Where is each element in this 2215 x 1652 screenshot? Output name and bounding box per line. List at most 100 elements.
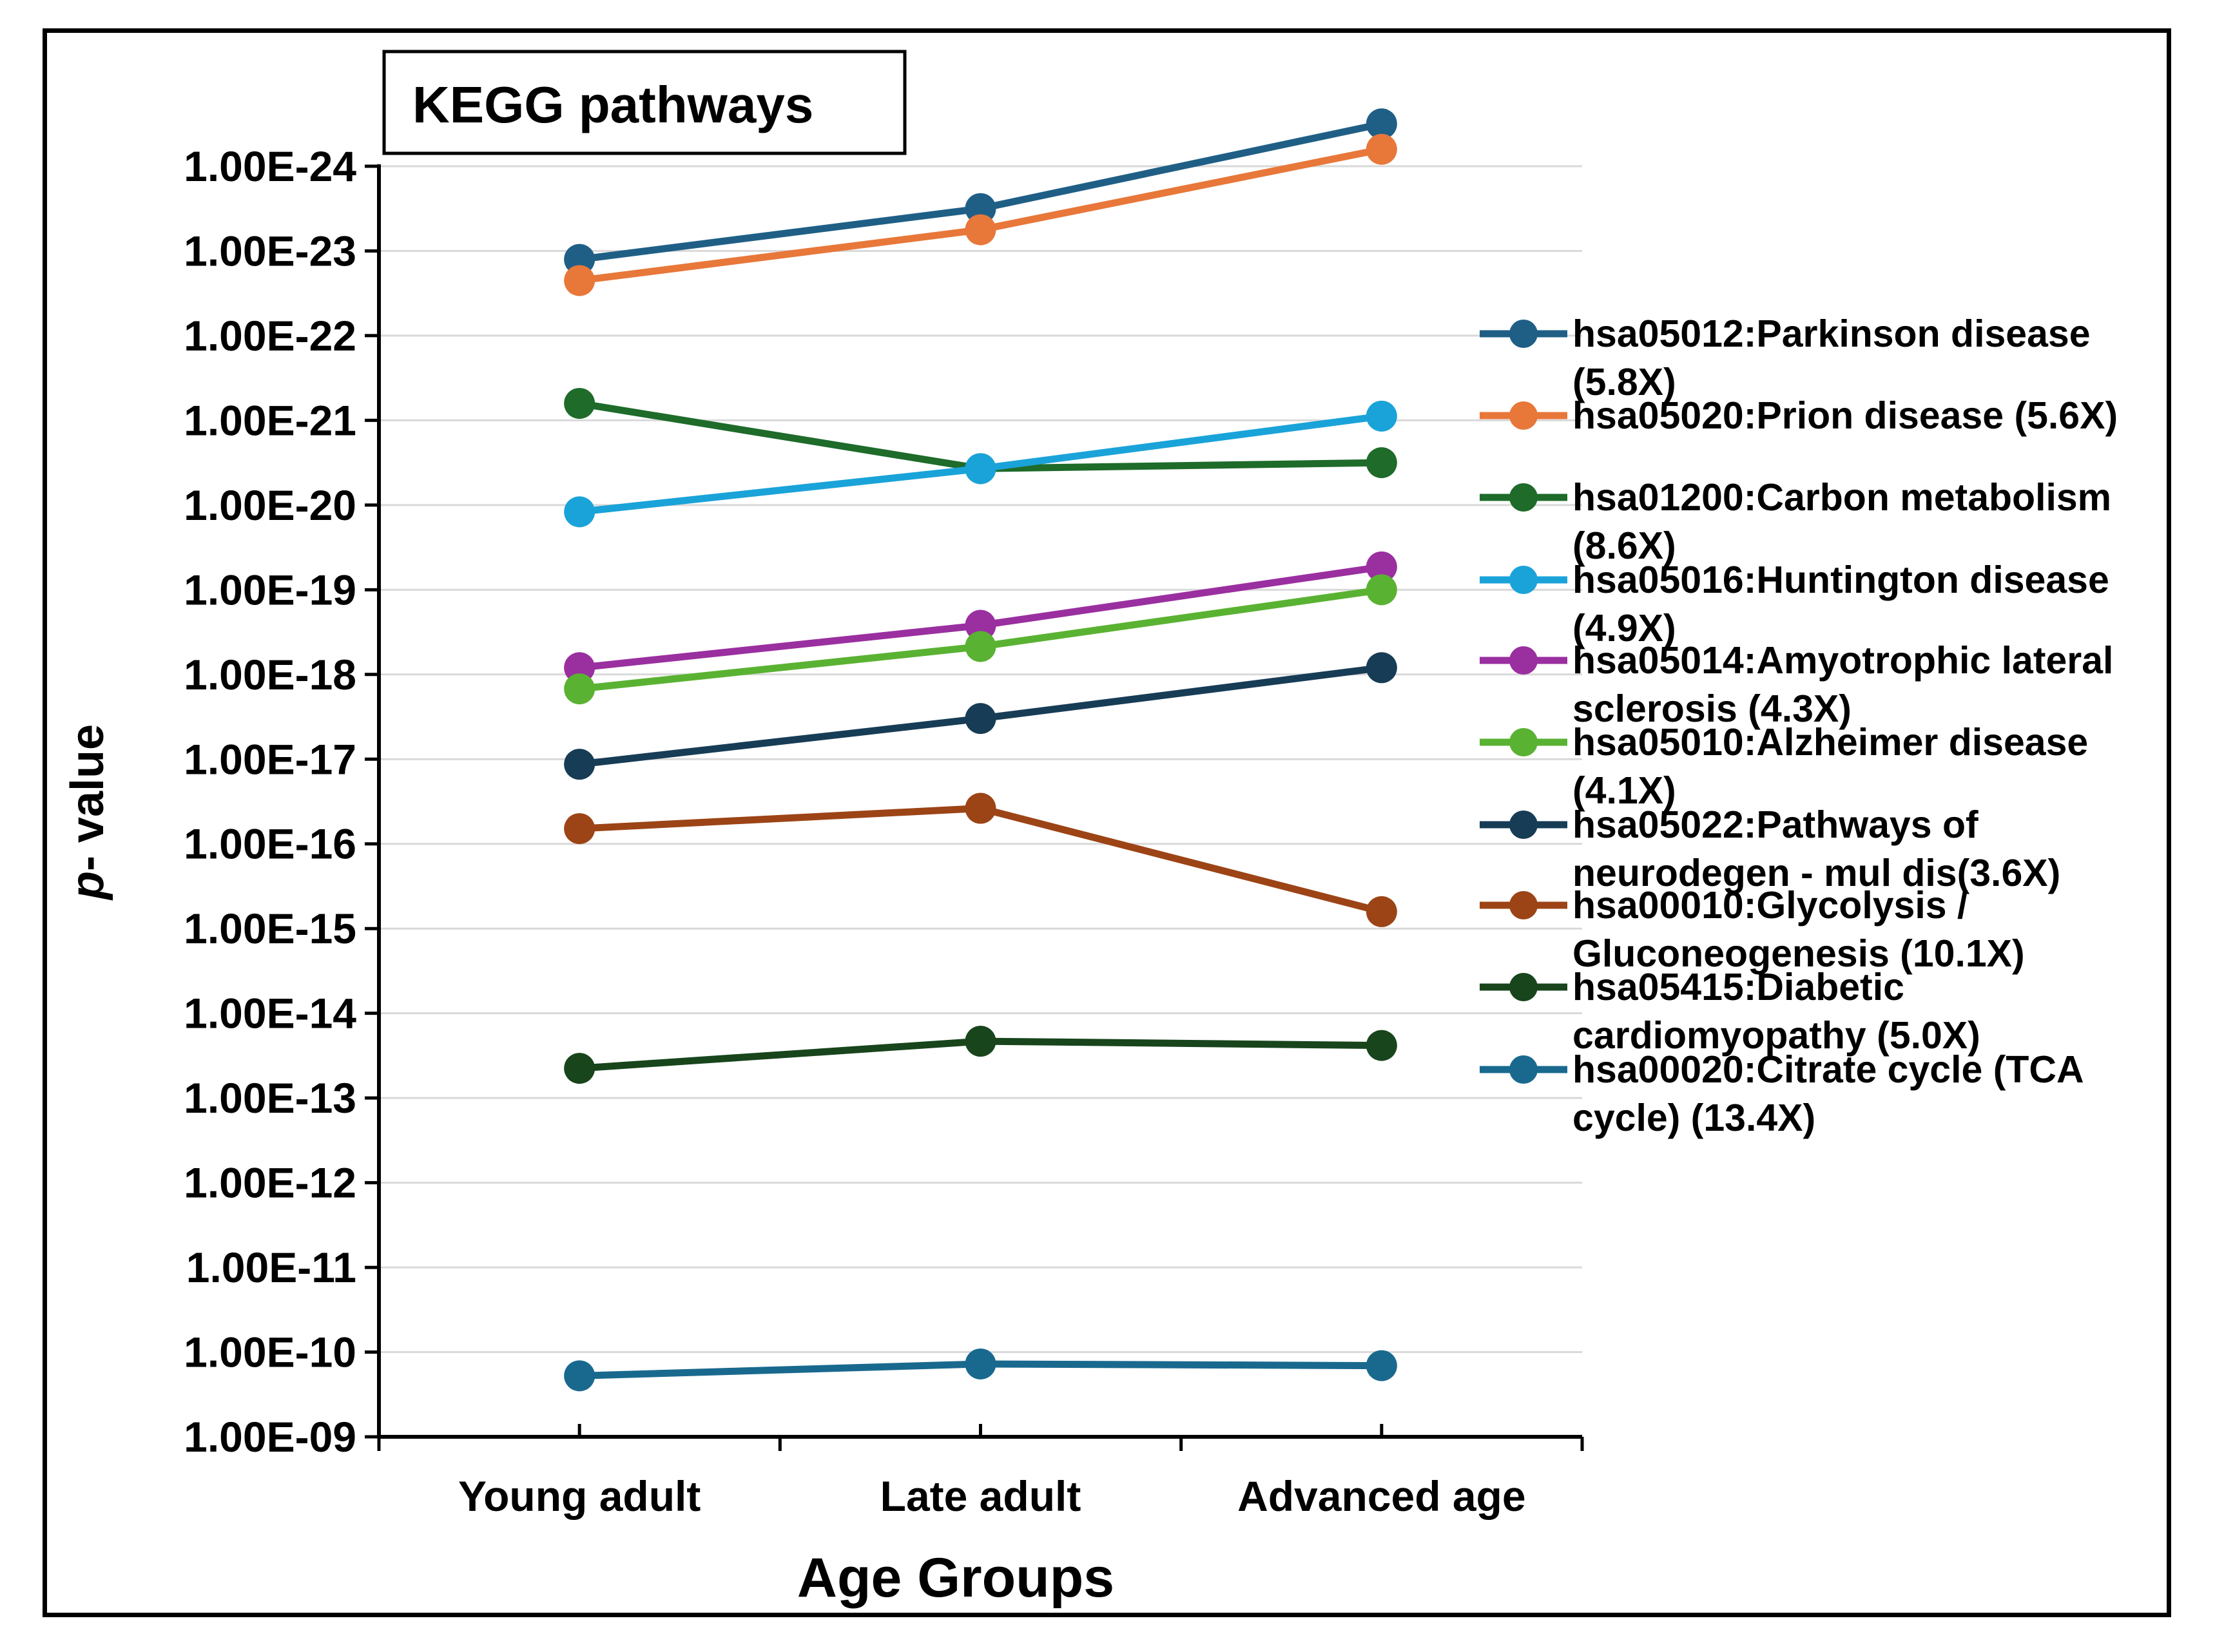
- chart-title-box: KEGG pathways: [382, 50, 907, 155]
- legend-entry-4: hsa05014:Amyotrophic lateral sclerosis (4…: [1480, 639, 2113, 730]
- y-tick-label: 1.00E-20: [184, 481, 356, 529]
- legend-label-line: sclerosis (4.3X): [1572, 687, 1852, 730]
- y-tick-label: 1.00E-14: [184, 990, 356, 1037]
- data-point: [1366, 447, 1397, 479]
- data-point: [1366, 652, 1397, 684]
- data-point: [1366, 551, 1397, 582]
- y-tick-label: 1.00E-23: [184, 227, 356, 274]
- legend-marker: [1509, 320, 1538, 348]
- legend-label-line: hsa05016:Huntington disease: [1572, 559, 2109, 601]
- x-tick-label: Advanced age: [1237, 1472, 1526, 1520]
- data-point: [965, 1348, 996, 1379]
- y-tick-label: 1.00E-22: [184, 312, 356, 360]
- data-point: [564, 813, 595, 845]
- legend-label-line: hsa05022:Pathways of: [1572, 803, 1978, 846]
- data-point: [965, 792, 996, 824]
- legend-label: hsa05014:Amyotrophic lateral sclerosis (4…: [1572, 639, 2113, 730]
- legend-marker: [1509, 646, 1538, 675]
- legend-label-line: hsa00020:Citrate cycle (TCA: [1572, 1048, 2084, 1091]
- data-point: [564, 673, 595, 705]
- x-tick-label: Late adult: [880, 1472, 1081, 1520]
- legend-label-line: hsa05010:Alzheimer disease: [1572, 721, 2088, 764]
- data-point: [564, 749, 595, 780]
- y-axis-title-rest: - value: [62, 724, 113, 871]
- legend-label-line: cycle) (13.4X): [1572, 1097, 1815, 1139]
- legend: hsa05012:Parkinson disease (5.8X)hsa05020…: [1480, 312, 2118, 1139]
- legend-label-line: (5.8X): [1572, 361, 1676, 403]
- legend-label-line: (8.6X): [1572, 524, 1676, 567]
- y-tick-label: 1.00E-11: [186, 1244, 356, 1291]
- x-tick-label: Young adult: [458, 1472, 701, 1520]
- series-1: [564, 133, 1397, 296]
- data-point: [564, 1360, 595, 1392]
- chart-frame: [43, 28, 2171, 1617]
- legend-label-line: hsa00010:Glycolysis /: [1572, 884, 1968, 927]
- legend-label: hsa00010:Glycolysis / Gluconeogenesis (10…: [1572, 884, 2025, 975]
- legend-entry-7: hsa00010:Glycolysis / Gluconeogenesis (10…: [1480, 884, 2025, 975]
- y-tick-label: 1.00E-17: [184, 735, 356, 783]
- series-line: [579, 805, 1383, 916]
- data-point: [965, 1026, 996, 1057]
- y-tick-label: 1.00E-21: [184, 396, 356, 444]
- data-point: [965, 193, 996, 224]
- y-tick-label: 1.00E-19: [184, 566, 356, 613]
- legend-label-line: hsa05020:Prion disease (5.6X): [1572, 394, 2118, 437]
- data-point: [1366, 1350, 1397, 1381]
- series-9: [564, 1348, 1397, 1392]
- data-point: [965, 610, 996, 641]
- y-axis-title: p- value: [62, 724, 113, 901]
- data-point: [564, 388, 595, 419]
- legend-label-line: Gluconeogenesis (10.1X): [1572, 932, 2025, 975]
- legend-label-line: neurodegen - mul dis(3.6X): [1572, 852, 2060, 894]
- legend-entry-1: hsa05020:Prion disease (5.6X): [1480, 394, 2118, 437]
- data-point: [1366, 400, 1397, 432]
- x-tick-labels: Young adult Late adult Advanced age: [458, 1472, 1526, 1520]
- legend-marker: [1509, 401, 1538, 430]
- legend-label-line: cardiomyopathy (5.0X): [1572, 1014, 1980, 1057]
- legend-entry-2: hsa01200:Carbon metabolism (8.6X): [1480, 476, 2111, 567]
- y-tick-label: 1.00E-09: [184, 1413, 356, 1461]
- data-point: [564, 496, 595, 528]
- gridlines: [379, 165, 1582, 1354]
- data-point: [965, 703, 996, 735]
- y-tick-label: 1.00E-12: [184, 1159, 356, 1207]
- y-tick-label: 1.00E-24: [184, 142, 356, 190]
- y-tick-label: 1.00E-10: [184, 1329, 356, 1376]
- legend-entry-0: hsa05012:Parkinson disease (5.8X): [1480, 312, 2091, 403]
- series-7: [564, 792, 1397, 927]
- y-tick-labels: 1.00E-24 1.00E-23 1.00E-22 1.00E-21 1.00E-20…: [184, 142, 356, 1461]
- legend-entry-6: hsa05022:Pathways of neurodegen - mul dis…: [1480, 803, 2060, 894]
- data-point: [564, 265, 595, 296]
- series-8: [564, 1026, 1397, 1084]
- legend-label-line: (4.9X): [1572, 607, 1676, 649]
- y-axis-title-italic: p: [62, 871, 113, 901]
- legend-label: hsa05022:Pathways of neurodegen - mul dis…: [1572, 803, 2060, 894]
- data-point: [564, 244, 595, 275]
- data-point: [564, 652, 595, 684]
- legend-entry-8: hsa05415:Diabetic cardiomyopathy (5.0X): [1480, 966, 1980, 1057]
- data-point: [1366, 108, 1397, 140]
- y-tick-label: 1.00E-13: [184, 1074, 356, 1122]
- legend-label: hsa05012:Parkinson disease (5.8X): [1572, 312, 2091, 403]
- data-point: [564, 1053, 595, 1084]
- legend-marker: [1509, 973, 1538, 1001]
- data-point: [1366, 1030, 1397, 1061]
- legend-label-line: hsa05012:Parkinson disease: [1572, 312, 2091, 355]
- y-tick-label: 1.00E-16: [184, 820, 356, 868]
- series-6: [564, 652, 1397, 780]
- y-tick-label: 1.00E-18: [184, 651, 356, 698]
- series-3: [564, 400, 1397, 528]
- chart-title: KEGG pathways: [412, 76, 813, 133]
- legend-marker: [1509, 1055, 1538, 1084]
- data-point: [965, 631, 996, 662]
- data-point: [1366, 896, 1397, 927]
- series-lines: [564, 108, 1397, 1392]
- legend-label-line: hsa01200:Carbon metabolism: [1572, 476, 2111, 519]
- legend-marker: [1509, 811, 1538, 839]
- series-4: [564, 551, 1397, 684]
- y-tick-label: 1.00E-15: [184, 905, 356, 952]
- legend-label: hsa05010:Alzheimer disease (4.1X): [1572, 721, 2088, 812]
- data-point: [965, 453, 996, 485]
- legend-marker: [1509, 483, 1538, 512]
